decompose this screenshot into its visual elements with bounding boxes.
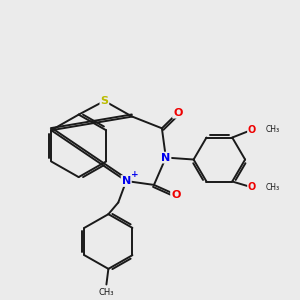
Text: O: O xyxy=(248,182,256,192)
Text: O: O xyxy=(173,108,182,118)
Text: CH₃: CH₃ xyxy=(99,288,114,297)
Text: O: O xyxy=(171,190,180,200)
Text: S: S xyxy=(100,96,108,106)
Text: +: + xyxy=(131,170,139,179)
Text: O: O xyxy=(248,125,256,135)
Text: N: N xyxy=(161,153,170,163)
Text: CH₃: CH₃ xyxy=(266,125,280,134)
Text: CH₃: CH₃ xyxy=(266,183,280,192)
Text: N: N xyxy=(122,176,131,186)
